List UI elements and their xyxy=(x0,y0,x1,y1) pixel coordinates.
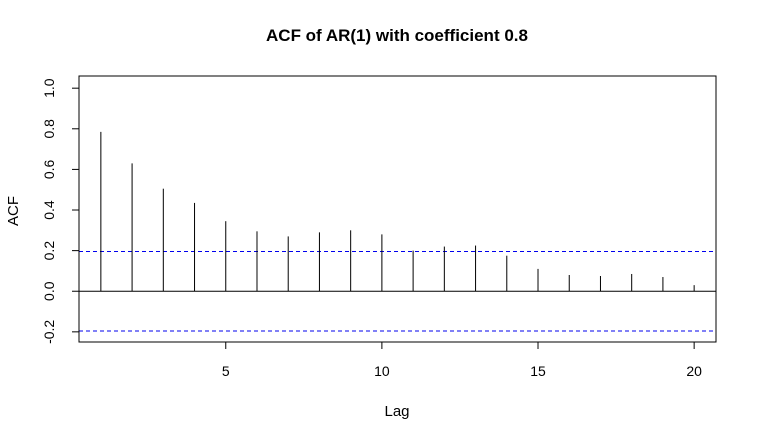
y-tick-label: 0.6 xyxy=(41,159,57,179)
x-tick-label: 5 xyxy=(222,363,230,379)
x-axis-label: Lag xyxy=(384,403,409,420)
x-tick-label: 10 xyxy=(374,363,390,379)
y-axis-label: ACF xyxy=(5,196,22,226)
x-tick-label: 15 xyxy=(530,363,546,379)
y-tick-label: 1.0 xyxy=(41,78,57,98)
y-tick-label: 0.8 xyxy=(41,119,57,139)
y-tick-label: 0.2 xyxy=(41,241,57,261)
chart-title: ACF of AR(1) with coefficient 0.8 xyxy=(266,26,528,45)
y-tick-label: 0.4 xyxy=(41,200,57,220)
x-axis: 5 10 15 20 xyxy=(222,341,702,379)
y-axis: -0.2 0.0 0.2 0.4 0.6 0.8 1.0 xyxy=(41,78,80,344)
y-tick-label: 0.0 xyxy=(41,281,57,301)
x-tick-label: 20 xyxy=(686,363,702,379)
chart-marks xyxy=(79,131,716,332)
plot-frame xyxy=(78,75,717,343)
y-tick-label: -0.2 xyxy=(41,320,57,344)
